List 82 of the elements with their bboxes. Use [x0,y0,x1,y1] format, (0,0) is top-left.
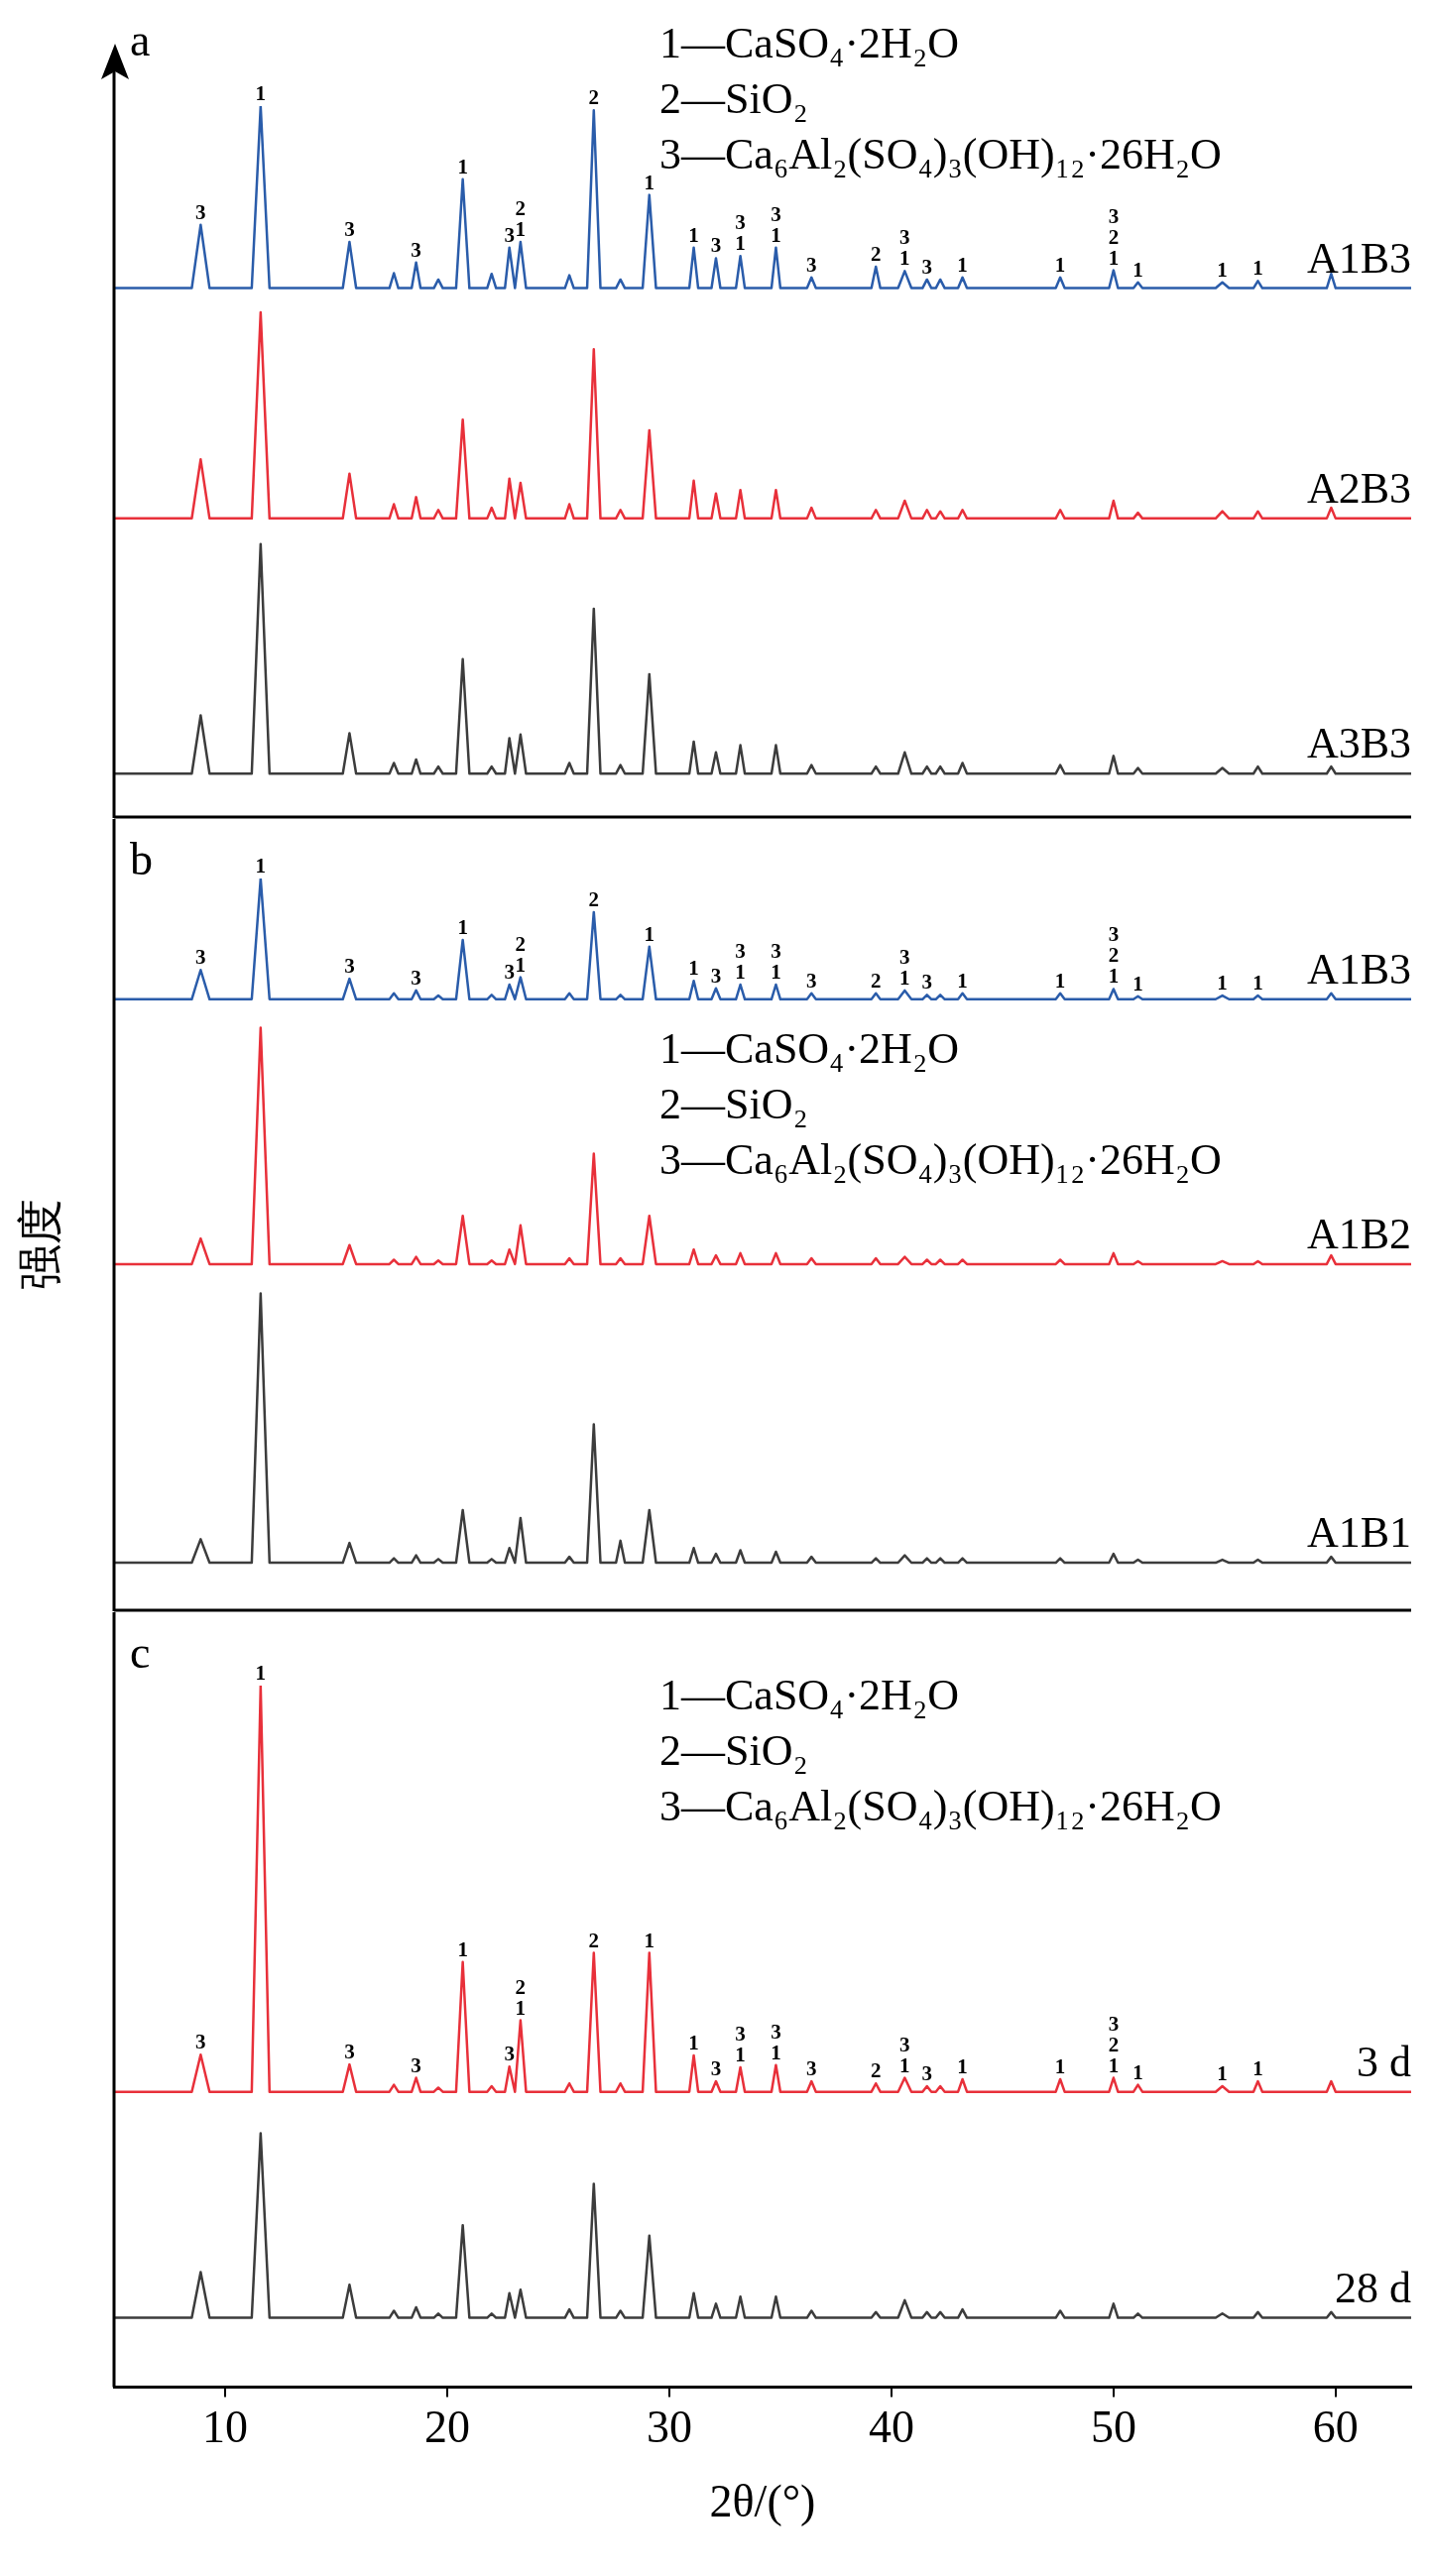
annotation: 1 [255,854,267,878]
annotation: 2 [588,886,600,911]
annotation: 3—Ca₆Al₂(SO₄)₃(OH)₁₂·26H₂O [659,1135,1222,1184]
annotation: 3 [344,216,355,241]
annotation: 1 [957,968,968,993]
chart-title: b [130,834,153,884]
annotation: 3 [195,199,206,224]
annotation: 2 [588,85,600,110]
y-axis-title: 强度 [15,1199,66,1290]
annotation: 1 [255,1661,267,1685]
annotation: 3 [921,970,932,995]
annotation: 3 [921,254,932,279]
annotation: 1 [688,2030,699,2054]
annotation: 1 [457,1936,468,1961]
annotation: 3 [195,2030,206,2054]
annotation: 1 [644,170,655,194]
annotation: 2 [870,968,882,993]
annotation: 3 [710,233,722,258]
annotation: 1 [1132,257,1143,282]
x-tick-label: 10 [201,2401,248,2453]
annotation: 1—CaSO₄·2H₂O [659,1024,960,1073]
annotation: 3 [195,945,206,970]
annotation: 3 [344,2040,355,2064]
annotation: 1 [957,252,968,277]
chart-title: c [130,1627,151,1678]
annotation: 1 [1252,256,1263,281]
x-tick-label: 20 [423,2401,470,2453]
annotation: 1 [457,154,468,178]
x-tick-label: 50 [1090,2401,1136,2453]
annotation: 1 [1054,252,1066,277]
series-label: A1B1 [1306,1508,1411,1558]
annotation: 1 [1217,257,1228,282]
series-label: A1B2 [1306,1209,1411,1258]
annotation: 3—Ca₆Al₂(SO₄)₃(OH)₁₂·26H₂O [659,1782,1222,1830]
annotation: 3 [710,963,722,988]
series-label: A1B3 [1306,944,1411,994]
annotation: 3 [504,222,515,247]
series-label: A2B3 [1306,463,1411,513]
annotation: 1 [1252,2056,1263,2081]
annotation: 3 [806,968,817,993]
series-label: 3 d [1357,2037,1411,2086]
annotation: 1—CaSO₄·2H₂O [659,1671,960,1719]
annotation: 3 [921,2061,932,2086]
chart-title: a [130,15,151,65]
x-tick-label: 30 [646,2401,692,2453]
x-tick-label: 60 [1312,2401,1359,2453]
annotation: 3 [411,237,421,262]
annotation: 2—SiO₂ [659,1080,808,1128]
x-tick-label: 40 [868,2401,914,2453]
annotation: 1 [1132,2059,1143,2084]
annotation: 1 [688,222,699,247]
annotation: 1 [1252,971,1263,995]
annotation: 1 [1054,968,1066,993]
annotation: 3 [344,954,355,979]
series-label: A3B3 [1306,719,1411,768]
annotation: 3 [504,960,515,985]
series-label: 28 d [1335,2263,1411,2312]
annotation: 1 [644,1928,655,1952]
series-label: A1B3 [1306,233,1411,283]
annotation: 1 [255,81,267,105]
annotation: 1 [1217,2061,1228,2086]
annotation: 1 [1132,971,1143,995]
text: 1—CaSO₄·2H₂O [659,19,960,67]
annotation: 2 [588,1928,600,1952]
annotation: 3 [411,965,421,990]
annotation: 2—SiO₂ [659,1726,808,1775]
annotation: 1 [957,2053,968,2078]
annotation: 3 [806,252,817,277]
annotation: 3—Ca₆Al₂(SO₄)₃(OH)₁₂·26H₂O [659,130,1222,178]
annotation: 1 [1217,971,1228,995]
x-axis-title: 2θ/(°) [709,2476,816,2527]
annotation: 3 [411,2052,421,2077]
annotation: 2 [870,2058,882,2083]
annotation: 1 [1054,2053,1066,2078]
annotation: 2—SiO₂ [659,74,808,123]
annotation: 1 [457,914,468,939]
annotation: 1 [688,956,699,981]
annotation: 2 [870,242,882,267]
annotation: 3 [504,2042,515,2066]
annotation: 1 [644,921,655,946]
annotation: 3 [806,2056,817,2081]
annotation: 3 [710,2056,722,2081]
